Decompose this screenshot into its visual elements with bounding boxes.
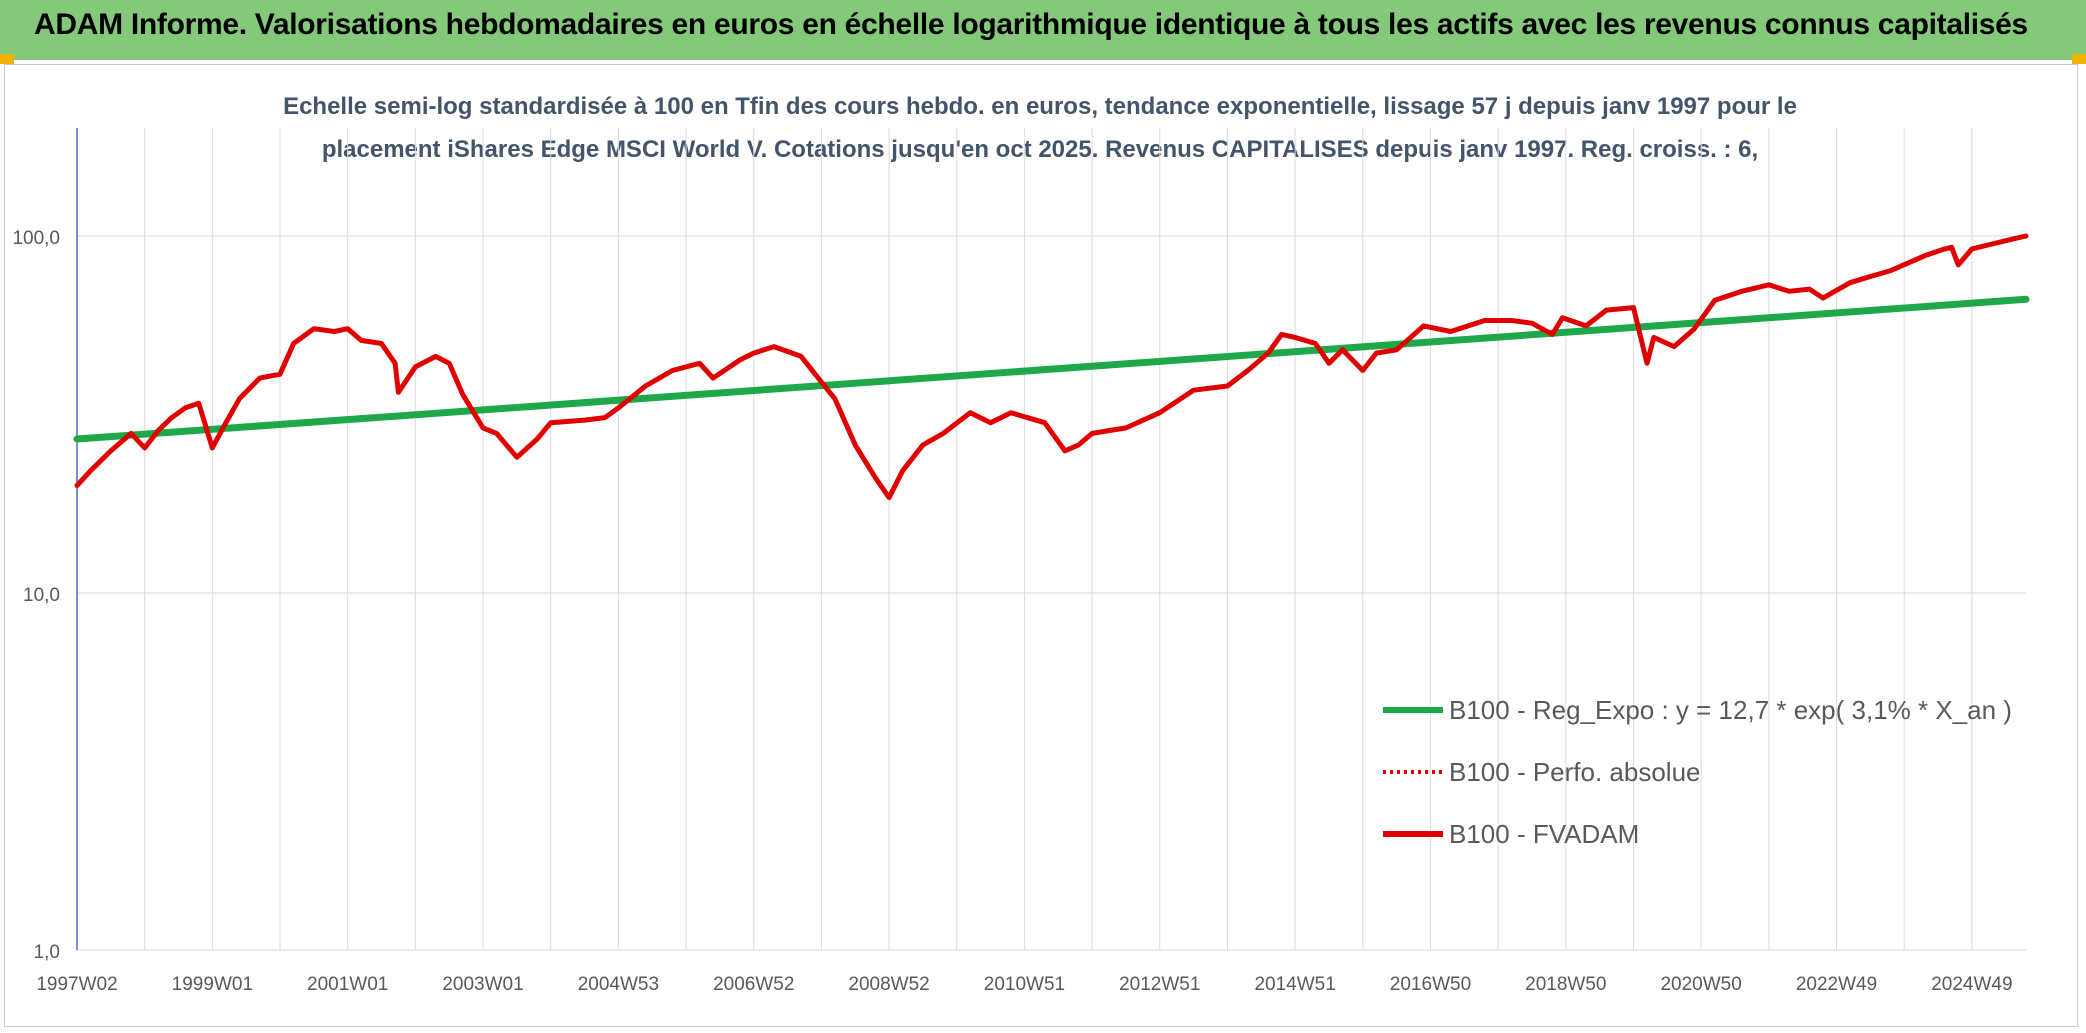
series-line-0 [73, 295, 2030, 443]
chart-frame [4, 64, 2078, 1027]
grid [77, 128, 2026, 951]
legend-label: B100 - Perfo. absolue [1449, 757, 1701, 787]
legend-label: B100 - Reg_Expo : y = 12,7 * exp( 3,1% *… [1449, 695, 2012, 725]
x-tick-label: 2012W51 [1119, 974, 1200, 995]
x-tick-label: 2008W52 [848, 974, 929, 995]
axes: 1,0 10,0 100,0 1997W02 1999W01 2001W01 2003W01… [12, 128, 2013, 995]
corner-mark-top-left [0, 54, 14, 64]
x-tick-label: 2010W51 [984, 974, 1065, 995]
y-tick-label: 1,0 [34, 942, 60, 963]
report-title: ADAM Informe. Valorisations hebdomadaire… [34, 8, 2028, 41]
x-tick-label: 2020W50 [1660, 974, 1741, 995]
chart-title-line-1: Echelle semi-log standardisée à 100 en T… [283, 93, 1797, 120]
y-tick-label: 10,0 [23, 585, 60, 606]
x-tick-label: 2001W01 [307, 974, 388, 995]
x-tick-label: 2006W52 [713, 974, 794, 995]
x-tick-label: 1999W01 [172, 974, 253, 995]
legend-label: B100 - FVADAM [1449, 819, 1639, 849]
x-tick-label: 2014W51 [1254, 974, 1335, 995]
series-line-2 [74, 233, 2029, 501]
x-tick-label: 2004W53 [578, 974, 659, 995]
x-tick-label: 2018W50 [1525, 974, 1606, 995]
report-header: ADAM Informe. Valorisations hebdomadaire… [0, 0, 2086, 60]
corner-mark-top-right [2072, 54, 2086, 64]
y-tick-label: 100,0 [12, 228, 60, 249]
x-tick-label: 2003W01 [442, 974, 523, 995]
x-tick-label: 2022W49 [1796, 974, 1877, 995]
x-tick-label: 2024W49 [1931, 974, 2012, 995]
chart-title-line-2: placement iShares Edge MSCI World V. Cot… [322, 136, 1758, 163]
x-tick-label: 2016W50 [1390, 974, 1471, 995]
legend: B100 - Reg_Expo : y = 12,7 * exp( 3,1% *… [1383, 695, 2012, 849]
x-tick-label: 1997W02 [36, 974, 117, 995]
series [73, 233, 2030, 501]
